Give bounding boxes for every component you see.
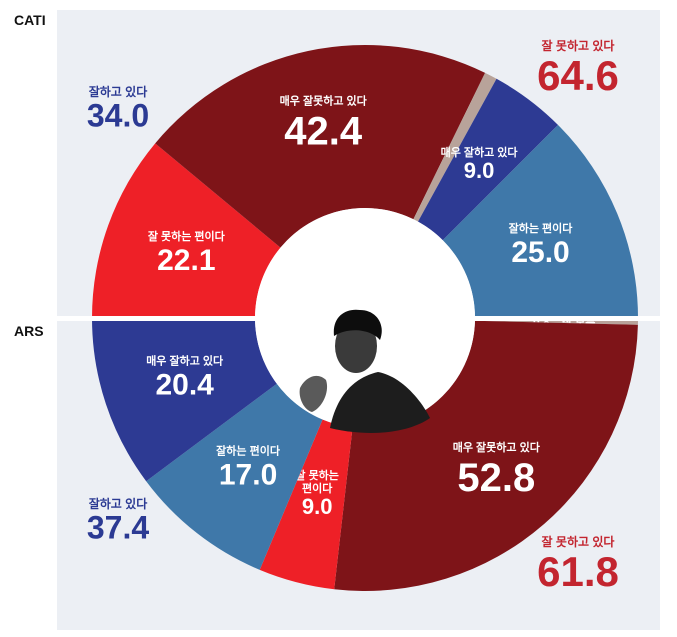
cati-slice-1-value: 42.4 [284, 109, 363, 153]
cati-label: CATI [14, 12, 46, 28]
ars-slice-1 [334, 320, 638, 591]
cati-slice-2 [413, 72, 497, 222]
cati-slice-0-value: 22.1 [157, 244, 215, 277]
ars-slice-4-value: 20.4 [155, 368, 214, 401]
ars-positive-total-value: 37.4 [87, 509, 149, 545]
ars-label: ARS [14, 323, 44, 339]
ars-slice-3-label: 잘하는 편이다 [216, 443, 281, 457]
ars-slice-2-value: 9.0 [302, 494, 333, 519]
ars-negative-total-label: 잘 못하고 있다 [542, 534, 615, 549]
cati-positive-total-value: 34.0 [87, 97, 149, 133]
ars-slice-3-value: 17.0 [219, 458, 277, 491]
cati-positive-total-label: 잘하고 있다 [89, 84, 148, 99]
cati-slice-4-value: 25.0 [511, 236, 569, 269]
ars-slice-4 [92, 318, 277, 482]
ars-slice-1-label: 매우 잘못하고 있다 [453, 440, 541, 454]
cati-slice-1-label: 매우 잘못하고 있다 [280, 93, 368, 107]
cati-slice-3-label: 매우 잘하고 있다 [441, 145, 519, 159]
cati-slice-0 [92, 143, 281, 318]
ars-slice-2-label: 편이다 [302, 481, 333, 495]
ars-positive-total-label: 잘하고 있다 [89, 496, 148, 511]
cati-slice-3 [417, 78, 559, 241]
ars-slice-2-label: 잘 못하는 [295, 468, 339, 482]
ars-slice-4-label: 매우 잘하고 있다 [146, 353, 224, 367]
president-portrait [299, 309, 430, 433]
ars-negative-total-value: 61.8 [537, 548, 619, 595]
ars-slice-2 [259, 419, 353, 590]
cati-slice-4-label: 잘하는 편이다 [509, 221, 574, 235]
cati-negative-total-label: 잘 못하고 있다 [542, 38, 615, 53]
cati-slice-1 [155, 45, 486, 248]
ars-slice-3 [146, 383, 323, 570]
cati-slice-4 [442, 124, 638, 319]
cati-negative-total-value: 64.6 [537, 52, 619, 99]
ars-slice-1-value: 52.8 [457, 456, 535, 500]
cati-slice-3-value: 9.0 [464, 158, 495, 183]
cati-slice-0-label: 잘 못하는 편이다 [148, 229, 226, 243]
